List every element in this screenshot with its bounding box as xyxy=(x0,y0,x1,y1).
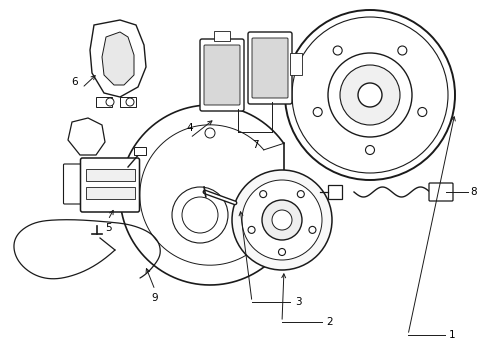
Circle shape xyxy=(417,108,426,117)
Bar xyxy=(327,185,341,199)
FancyBboxPatch shape xyxy=(200,39,244,111)
Text: 3: 3 xyxy=(294,297,301,307)
FancyBboxPatch shape xyxy=(251,38,287,98)
FancyBboxPatch shape xyxy=(428,183,452,201)
Text: 8: 8 xyxy=(470,187,476,197)
Text: 9: 9 xyxy=(151,293,158,303)
Circle shape xyxy=(204,128,215,138)
Bar xyxy=(289,53,302,75)
Circle shape xyxy=(182,197,218,233)
FancyBboxPatch shape xyxy=(203,45,240,105)
Circle shape xyxy=(397,46,406,55)
Bar xyxy=(96,97,112,107)
Circle shape xyxy=(332,46,342,55)
Text: 1: 1 xyxy=(448,330,454,340)
Circle shape xyxy=(339,65,399,125)
Bar xyxy=(85,169,134,181)
Circle shape xyxy=(327,53,411,137)
Circle shape xyxy=(126,98,134,106)
FancyBboxPatch shape xyxy=(63,164,83,204)
Text: 5: 5 xyxy=(104,223,111,233)
Circle shape xyxy=(312,108,322,117)
Circle shape xyxy=(297,190,304,198)
Circle shape xyxy=(308,226,315,233)
Circle shape xyxy=(291,17,447,173)
Bar xyxy=(214,31,229,41)
Bar xyxy=(134,147,146,155)
Circle shape xyxy=(357,83,381,107)
Circle shape xyxy=(365,145,374,154)
Polygon shape xyxy=(90,20,146,97)
Bar xyxy=(120,97,136,107)
Circle shape xyxy=(242,180,321,260)
Text: 6: 6 xyxy=(72,77,78,87)
Text: 2: 2 xyxy=(326,317,333,327)
Circle shape xyxy=(106,98,114,106)
Circle shape xyxy=(285,10,454,180)
FancyBboxPatch shape xyxy=(81,158,139,212)
Circle shape xyxy=(172,187,227,243)
Text: 7: 7 xyxy=(251,140,258,150)
Circle shape xyxy=(231,170,331,270)
Circle shape xyxy=(247,226,255,233)
Circle shape xyxy=(278,248,285,256)
Bar xyxy=(85,187,134,199)
Circle shape xyxy=(271,210,291,230)
FancyBboxPatch shape xyxy=(247,32,291,104)
Circle shape xyxy=(262,200,302,240)
Circle shape xyxy=(259,190,266,198)
Text: 4: 4 xyxy=(186,123,193,133)
Polygon shape xyxy=(102,32,134,85)
